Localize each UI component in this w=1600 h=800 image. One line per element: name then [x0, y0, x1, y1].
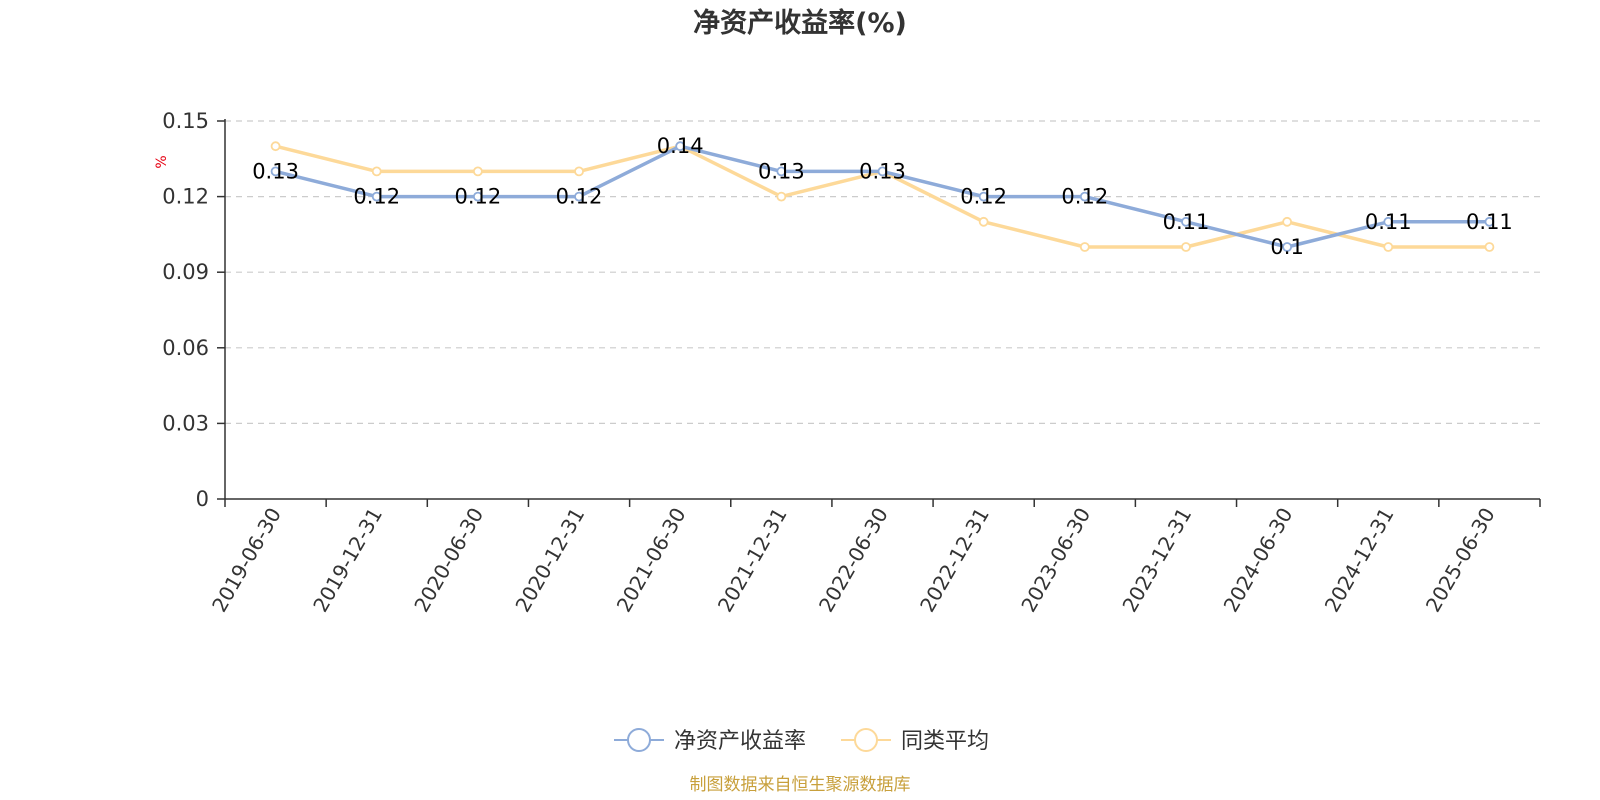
series-point-1 — [574, 166, 584, 177]
data-label: 0.12 — [556, 185, 603, 209]
series-point-1 — [270, 141, 281, 152]
legend-swatch-marker — [627, 728, 651, 752]
series-point-0 — [1383, 216, 1394, 227]
series-point-1 — [978, 216, 989, 227]
y-tick-label: 0.15 — [162, 109, 209, 133]
series-point-1 — [776, 191, 787, 202]
series-point-0 — [1181, 216, 1191, 227]
y-axis-unit-label: % — [154, 155, 170, 168]
data-label: 0.11 — [1365, 210, 1412, 234]
series-point-0 — [1079, 191, 1090, 202]
data-label: 0.13 — [252, 159, 299, 183]
x-tick-label: 2019-12-31 — [308, 504, 387, 617]
y-tick-label: 0.06 — [162, 336, 209, 360]
legend-swatch-marker — [854, 728, 878, 752]
y-tick-label: 0.12 — [162, 185, 209, 209]
series-point-1 — [1484, 242, 1495, 252]
data-label: 0.12 — [1061, 185, 1108, 209]
data-label: 0.12 — [960, 185, 1007, 209]
series-point-1 — [1383, 242, 1394, 252]
x-tick-label: 2025-06-30 — [1421, 504, 1500, 617]
y-tick-label: 0.09 — [162, 260, 209, 284]
x-tick-label: 2023-12-31 — [1117, 504, 1196, 617]
x-tick-label: 2022-12-31 — [915, 504, 994, 617]
series-lines — [270, 141, 1495, 252]
data-label: 0.11 — [1466, 210, 1513, 234]
x-axis-ticks: 2019-06-30 2019-12-31 2020-06-30 2020-12-31… — [207, 499, 1541, 617]
data-label: 0.12 — [353, 185, 400, 209]
x-tick-label: 2020-06-30 — [409, 504, 488, 617]
series-point-0 — [574, 191, 584, 202]
axes — [224, 119, 1540, 500]
legend-label: 同类平均 — [901, 729, 989, 754]
y-tick-label: 0 — [196, 487, 209, 511]
series-point-0 — [877, 166, 888, 177]
x-tick-label: 2024-12-31 — [1320, 504, 1399, 617]
data-label: 0.13 — [859, 159, 906, 183]
data-label: 0.11 — [1163, 210, 1210, 234]
series-point-1 — [472, 166, 483, 177]
series-point-1 — [1282, 216, 1293, 227]
y-tick-label: 0.03 — [162, 411, 209, 435]
legend[interactable]: 净资产收益率 同类平均 — [614, 728, 989, 754]
x-tick-label: 2022-06-30 — [814, 504, 893, 617]
y-axis-ticks: 0 0.03 0.06 0.09 0.12 0.15 — [162, 109, 225, 511]
data-label: 0.13 — [758, 159, 805, 183]
x-tick-label: 2021-12-31 — [713, 504, 792, 617]
series-point-0 — [472, 191, 483, 202]
series-point-0 — [371, 191, 382, 202]
legend-label: 净资产收益率 — [674, 729, 806, 754]
x-tick-label: 2024-06-30 — [1219, 504, 1298, 617]
series-point-1 — [1181, 242, 1191, 252]
x-tick-label: 2023-06-30 — [1016, 504, 1095, 617]
data-labels: 0.13 0.12 0.12 0.12 0.14 0.13 0.13 0.12 0.12 0.11… — [252, 134, 1513, 259]
series-point-0 — [675, 141, 686, 152]
data-label: 0.1 — [1270, 235, 1303, 259]
series-point-1 — [1079, 242, 1090, 252]
series-point-0 — [776, 166, 787, 177]
series-point-0 — [1484, 216, 1495, 227]
source-note: 制图数据来自恒生聚源数据库 — [690, 775, 911, 795]
series-point-0 — [1282, 242, 1293, 252]
series-point-0 — [270, 166, 281, 177]
series-point-0 — [978, 191, 989, 202]
x-tick-label: 2021-06-30 — [612, 504, 691, 617]
x-tick-label: 2019-06-30 — [207, 504, 286, 617]
data-label: 0.12 — [455, 185, 502, 209]
chart-title: 净资产收益率(%) — [693, 7, 907, 39]
x-tick-label: 2020-12-31 — [510, 504, 589, 617]
data-label: 0.14 — [657, 134, 704, 158]
series-point-1 — [371, 166, 382, 177]
